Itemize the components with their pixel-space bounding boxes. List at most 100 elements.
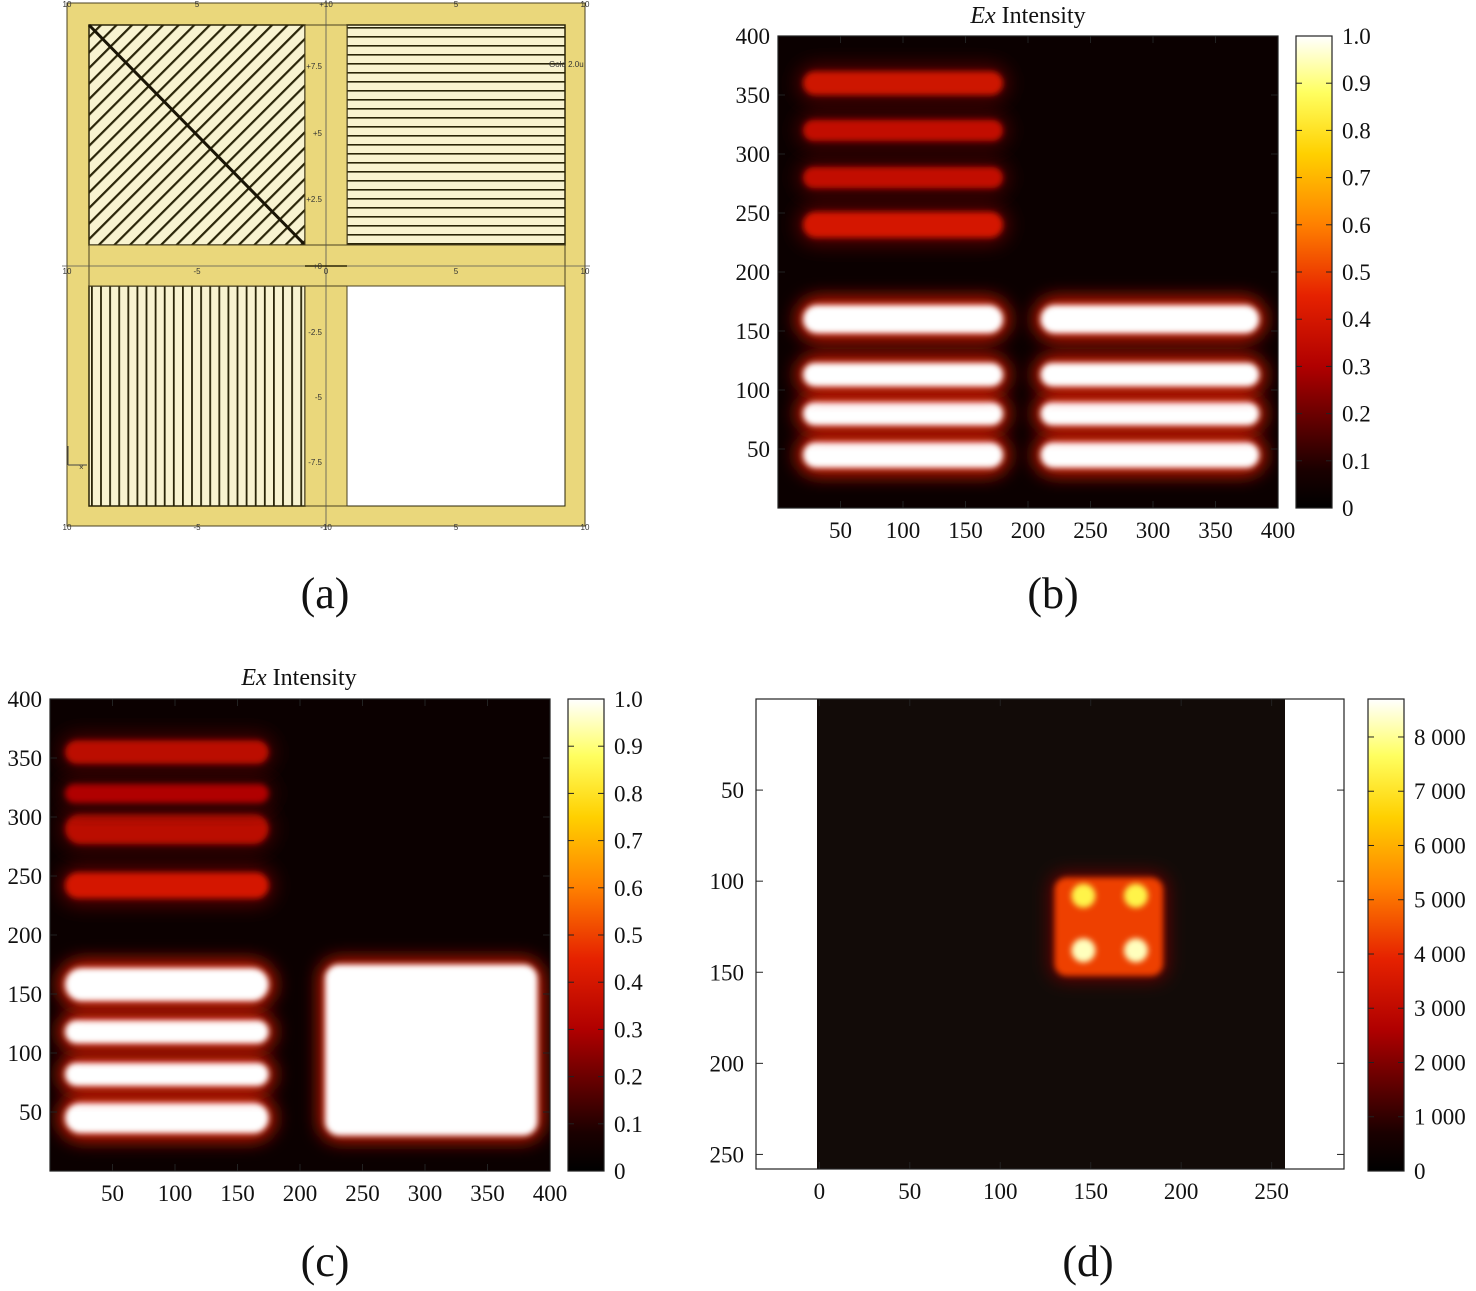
panel-b-colorbar-ticks: 0 0.1 0.2 0.3 0.4 0.5 0.6 0.7 0.8 0.9 1.0 <box>1296 24 1371 521</box>
colorbar-tick-label: 0.6 <box>614 876 643 901</box>
y-tick-label: 100 <box>710 869 745 894</box>
panel-a-tick-label: +10 <box>319 0 333 9</box>
colorbar-tick-label: 0.1 <box>614 1112 643 1137</box>
y-tick-label: 50 <box>747 437 770 462</box>
y-tick-label: 200 <box>736 260 771 285</box>
colorbar-tick-label: 0.5 <box>1342 260 1371 285</box>
caption-a: (a) <box>301 569 350 618</box>
x-tick-label: 150 <box>220 1181 255 1206</box>
colorbar-tick-label: 1.0 <box>614 687 643 712</box>
x-tick-label: 50 <box>101 1181 124 1206</box>
colorbar-tick-label: 0.8 <box>1342 118 1371 143</box>
panel-c-title-rest: Intensity <box>267 665 357 691</box>
panel-c-heat <box>59 733 543 1141</box>
panel-a-tick-label: 10 <box>63 267 72 276</box>
y-tick-label: 250 <box>8 864 43 889</box>
heat-spot <box>1071 883 1096 908</box>
panel-a-tick-label: -5 <box>315 393 323 402</box>
heat-spot <box>1071 938 1096 963</box>
y-tick-label: 250 <box>710 1142 745 1167</box>
panel-a-tick-label: +5 <box>313 129 323 138</box>
x-tick-label: 100 <box>983 1179 1018 1204</box>
caption-c: (c) <box>301 1237 350 1286</box>
panel-a-tick-label: -10 <box>320 523 332 532</box>
colorbar-tick-label: 0 <box>1414 1159 1426 1184</box>
panel-a: 10 5 +10 5 10 10 -5 0 5 10 10 -5 -10 5 10 +7.5 +5 +2.5 +0 -… <box>62 0 590 532</box>
colorbar-tick-label: 0.2 <box>614 1065 643 1090</box>
heat-bar <box>803 362 1003 387</box>
panel-c-title-italic: Ex <box>240 665 267 691</box>
panel-a-material-label: Gold 2.0u <box>549 60 584 69</box>
heat-block <box>325 964 538 1136</box>
panel-d: 0 50 100 150 200 250 50 100 150 200 250 0 1 000 2 00… <box>710 698 1466 1204</box>
x-tick-label: 150 <box>1073 1179 1108 1204</box>
panel-a-tick-label: 5 <box>195 0 200 9</box>
colorbar-tick-label: 1 000 <box>1414 1105 1466 1130</box>
colorbar-tick-label: 4 000 <box>1414 942 1466 967</box>
panel-a-tick-label: +2.5 <box>306 195 322 204</box>
caption-d: (d) <box>1062 1237 1113 1286</box>
colorbar-tick-label: 0.7 <box>1342 166 1371 191</box>
y-tick-label: 400 <box>736 24 771 49</box>
colorbar-tick-label: 0.3 <box>614 1017 643 1042</box>
heat-spot <box>1123 883 1148 908</box>
x-tick-label: 300 <box>1136 518 1171 543</box>
y-tick-label: 50 <box>19 1100 42 1125</box>
colorbar-tick-label: 7 000 <box>1414 779 1466 804</box>
heat-bar <box>65 1019 269 1044</box>
caption-b: (b) <box>1027 569 1078 618</box>
colorbar-tick-label: 1.0 <box>1342 24 1371 49</box>
panel-a-tick-label: +0 <box>313 262 323 271</box>
colorbar-tick-label: 0.6 <box>1342 213 1371 238</box>
y-tick-label: 100 <box>8 1041 43 1066</box>
panel-a-tick-label: 10 <box>63 523 72 532</box>
y-tick-label: 50 <box>721 778 744 803</box>
panel-b-axes: 50 100 150 200 250 300 350 400 50 100 150 200 250 300… <box>736 24 1296 543</box>
panel-d-axes: 0 50 100 150 200 250 50 100 150 200 250 <box>710 699 1344 1204</box>
colorbar-tick-label: 5 000 <box>1414 888 1466 913</box>
panel-d-plot-frame <box>755 698 1345 1170</box>
y-tick-label: 200 <box>710 1051 745 1076</box>
heat-bar <box>803 401 1003 426</box>
colorbar-tick-label: 6 000 <box>1414 833 1466 858</box>
y-tick-label: 200 <box>8 923 43 948</box>
heat-bar <box>65 968 269 1002</box>
panel-c-axes: 50 100 150 200 250 300 350 400 50 100 150 200 250 300… <box>8 687 568 1206</box>
x-tick-label: 250 <box>1254 1179 1289 1204</box>
panel-b-heat <box>797 64 1266 475</box>
heat-spot <box>1123 938 1148 963</box>
colorbar-tick-label: 0 <box>1342 496 1354 521</box>
diagonal-separator-line <box>87 23 307 247</box>
x-tick-label: 350 <box>1198 518 1233 543</box>
x-tick-label: 200 <box>1011 518 1046 543</box>
y-tick-label: 300 <box>8 805 43 830</box>
heat-bar <box>65 783 269 803</box>
x-tick-label: 100 <box>886 518 921 543</box>
colorbar-tick-label: 3 000 <box>1414 996 1466 1021</box>
y-tick-label: 150 <box>736 319 771 344</box>
panel-c-colorbar-ticks: 0 0.1 0.2 0.3 0.4 0.5 0.6 0.7 0.8 0.9 1.0 <box>568 687 643 1184</box>
panel-b-title-rest: Intensity <box>996 3 1086 29</box>
panel-b-title-italic: Ex <box>969 3 996 29</box>
heat-bar <box>65 813 269 845</box>
y-tick-label: 250 <box>736 201 771 226</box>
x-tick-label: 400 <box>1261 518 1296 543</box>
quadrant-top-right-horizontal-grating <box>346 24 566 246</box>
colorbar-tick-label: 0.8 <box>614 781 643 806</box>
panel-a-tick-label: -5 <box>193 267 201 276</box>
colorbar-tick-label: 0.9 <box>614 734 643 759</box>
panel-a-tick-label: 10 <box>581 523 590 532</box>
quadrant-bottom-right-empty <box>346 285 566 507</box>
x-tick-label: 150 <box>948 518 983 543</box>
panel-a-tick-label: +7.5 <box>306 62 322 71</box>
y-tick-label: 350 <box>736 83 771 108</box>
panel-a-tick-label: 5 <box>454 0 459 9</box>
x-tick-label: 400 <box>533 1181 568 1206</box>
panel-b: Ex Intensity 50 100 150 200 250 300 350 400 50 10… <box>736 3 1372 543</box>
heat-bar <box>803 71 1003 95</box>
panel-a-tick-label: 10 <box>63 0 72 9</box>
heat-bar <box>803 166 1003 189</box>
svg-text:×: × <box>79 463 84 472</box>
heat-bar <box>65 872 269 899</box>
colorbar-tick-label: 0 <box>614 1159 626 1184</box>
